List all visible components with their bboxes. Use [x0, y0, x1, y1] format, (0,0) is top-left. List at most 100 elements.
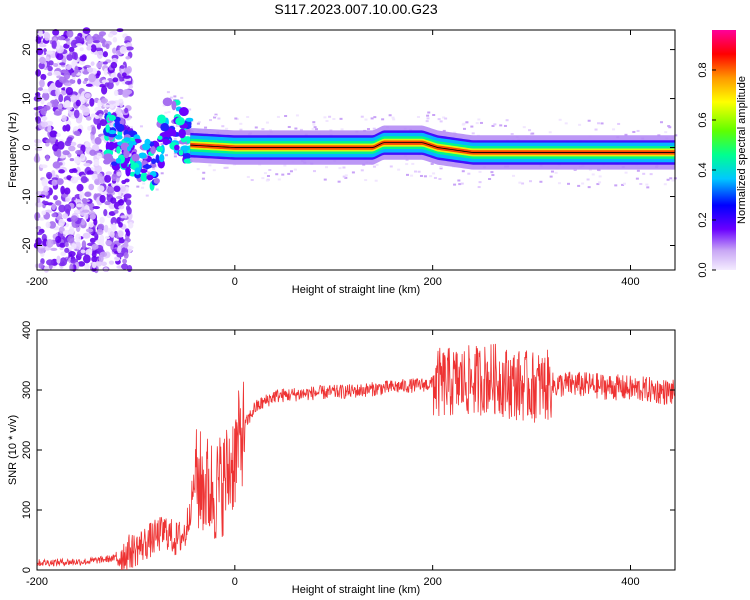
noise-blob [72, 168, 78, 173]
noise-blob [119, 65, 125, 69]
noise-pixel [458, 183, 462, 186]
transition-blob [146, 174, 154, 181]
noise-blob [97, 99, 102, 108]
noise-blob [87, 125, 92, 131]
noise-pixel [313, 126, 317, 129]
noise-pixel [283, 164, 287, 167]
noise-blob [97, 185, 105, 192]
noise-blob [91, 255, 98, 263]
transition-blob [182, 152, 193, 159]
noise-pixel [427, 111, 431, 114]
noise-pixel [475, 122, 479, 125]
noise-blob [121, 179, 127, 185]
colorbar-tick-label: 0.0 [697, 262, 709, 277]
transition-blob [174, 144, 180, 151]
noise-blob [53, 194, 58, 201]
noise-pixel [366, 128, 370, 131]
noise-blob [108, 260, 115, 265]
noise-blob [71, 72, 77, 77]
transition-blob [159, 153, 165, 163]
noise-blob [79, 47, 84, 52]
noise-blob [110, 61, 118, 69]
noise-blob [51, 179, 58, 186]
noise-pixel [439, 120, 443, 123]
transition-blob [123, 137, 131, 142]
noise-pixel [276, 115, 280, 118]
noise-pixel [666, 178, 670, 181]
noise-blob [116, 171, 122, 177]
noise-pixel [410, 174, 414, 177]
noise-pixel [564, 122, 568, 125]
noise-pixel [221, 125, 225, 128]
noise-pixel [669, 177, 673, 180]
noise-blob [99, 251, 108, 258]
noise-blob [48, 221, 57, 229]
noise-blob [120, 215, 128, 219]
spectrogram-y-axis: 20 10 0 -10 -20 [21, 43, 675, 253]
noise-pixel [405, 158, 409, 161]
y-tick-label: 100 [21, 501, 33, 519]
noise-pixel [287, 125, 291, 128]
noise-blob [64, 82, 72, 87]
noise-pixel [550, 170, 554, 173]
noise-pixel [165, 154, 169, 157]
noise-blob [45, 139, 51, 144]
noise-pixel [636, 129, 640, 132]
noise-blob [64, 247, 70, 253]
noise-blob [106, 186, 115, 194]
noise-blob [66, 54, 74, 61]
noise-pixel [139, 160, 143, 163]
noise-pixel [512, 174, 516, 177]
noise-pixel [528, 129, 532, 132]
transition-blob [171, 100, 177, 111]
noise-blob [59, 62, 66, 66]
x-tick-label: 0 [232, 576, 238, 588]
noise-pixel [338, 167, 342, 170]
noise-pixel [161, 143, 165, 146]
transition-blob [105, 124, 110, 133]
noise-blob [103, 209, 108, 217]
noise-pixel [223, 166, 227, 169]
noise-blob [56, 52, 64, 61]
noise-pixel [180, 96, 184, 99]
noise-pixel [263, 172, 267, 175]
noise-blob [68, 145, 76, 152]
transition-blob [178, 107, 189, 117]
noise-blob [41, 178, 49, 187]
noise-blob [63, 71, 71, 80]
noise-blob [116, 252, 124, 258]
noise-pixel [416, 115, 420, 118]
noise-blob [41, 210, 46, 216]
noise-pixel [128, 153, 132, 156]
noise-blob [65, 124, 71, 132]
noise-pixel [250, 179, 254, 182]
transition-blob [107, 132, 118, 138]
noise-blob [61, 114, 67, 122]
noise-blob [71, 60, 78, 68]
noise-blob [35, 225, 42, 230]
noise-blob [105, 171, 113, 176]
noise-blob [60, 185, 66, 195]
noise-pixel [344, 174, 348, 177]
noise-blob [53, 70, 61, 76]
noise-pixel [152, 167, 156, 170]
noise-pixel [460, 182, 464, 185]
noise-blob [39, 56, 46, 64]
noise-blob [64, 187, 71, 195]
noise-blob [100, 178, 105, 185]
noise-blob [73, 156, 82, 164]
noise-blob [128, 221, 134, 229]
noise-pixel [406, 173, 410, 176]
noise-blob [41, 200, 49, 205]
noise-blob [94, 178, 101, 186]
y-tick-label: -10 [21, 189, 33, 205]
noise-blob [53, 98, 59, 108]
noise-blob [86, 35, 93, 45]
noise-blob [74, 209, 81, 214]
noise-pixel [470, 125, 474, 128]
transition-blob [111, 161, 118, 166]
noise-blob [94, 136, 102, 145]
noise-pixel [642, 172, 646, 175]
noise-pixel [136, 185, 140, 188]
noise-pixel [548, 131, 552, 134]
